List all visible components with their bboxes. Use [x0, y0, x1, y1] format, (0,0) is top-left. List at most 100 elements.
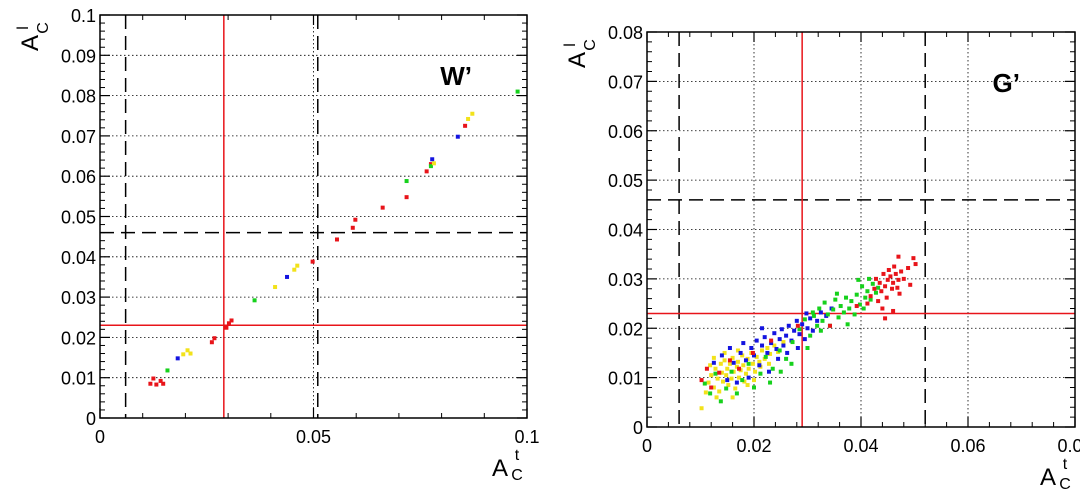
data-point: [720, 379, 725, 384]
data-point: [865, 289, 870, 294]
data-point: [891, 280, 896, 285]
data-point: [897, 291, 902, 296]
data-point: [831, 307, 836, 312]
panel-label: G’: [993, 68, 1020, 98]
data-point: [711, 385, 716, 390]
data-point: [310, 259, 315, 264]
x-tick-label: 0.04: [843, 436, 878, 456]
y-tick-label: 0.1: [71, 6, 96, 26]
data-point: [760, 348, 765, 353]
data-point: [899, 269, 904, 274]
data-point: [209, 340, 214, 345]
data-point: [334, 237, 339, 242]
data-point: [805, 346, 810, 350]
x-tick-label: 0.1: [514, 427, 539, 447]
data-point: [896, 277, 901, 282]
data-point: [772, 343, 777, 348]
data-point: [762, 335, 767, 340]
data-point: [252, 298, 257, 303]
data-point: [844, 295, 849, 300]
data-point: [818, 310, 823, 315]
data-point: [702, 381, 707, 386]
data-point: [431, 161, 436, 166]
data-point: [353, 217, 358, 222]
data-point: [161, 381, 166, 386]
data-series-3: [702, 276, 881, 404]
data-point: [810, 310, 815, 315]
data-point: [295, 263, 300, 268]
chart-panel-2: 0 0.02 0.04 0.06 0.08 0 0.01 0.02 0.03 0.04 0.05 0.…: [562, 23, 1080, 490]
data-point: [770, 366, 775, 371]
data-point: [760, 343, 765, 348]
y-tick-label: 0.05: [61, 208, 96, 228]
data-point: [777, 337, 782, 342]
y-axis-title-sub: C: [582, 39, 599, 51]
data-point: [731, 360, 736, 365]
y-tick-label: 0: [86, 409, 96, 429]
data-point: [734, 364, 739, 369]
data-point: [856, 277, 861, 282]
data-point: [822, 300, 827, 305]
y-tick-label: 0.03: [61, 288, 96, 308]
data-point: [725, 366, 730, 371]
data-point: [729, 376, 734, 381]
data-point: [727, 361, 732, 366]
data-point: [857, 302, 862, 307]
data-point: [895, 285, 900, 290]
data-point: [880, 306, 885, 311]
y-tick-label: 0.09: [61, 46, 96, 66]
plot-frame: [99, 14, 528, 419]
data-point: [868, 297, 873, 302]
data-point: [795, 346, 800, 350]
data-point: [808, 316, 813, 321]
y-tick-label: 0.08: [61, 87, 96, 107]
data-point: [795, 323, 800, 328]
data-point: [711, 360, 716, 365]
data-point: [730, 395, 735, 400]
data-point: [158, 378, 163, 383]
data-point: [784, 356, 789, 361]
x-tick-label: 0: [95, 427, 105, 447]
x-tick-label: 0.06: [950, 436, 985, 456]
y-axis-title: Al C: [15, 22, 52, 51]
data-point: [892, 264, 897, 269]
data-point: [737, 375, 742, 380]
data-point: [815, 323, 820, 328]
data-point: [754, 338, 759, 343]
data-point: [743, 358, 748, 363]
y-tick-label: 0.08: [608, 23, 643, 43]
data-point: [404, 195, 409, 200]
data-point: [730, 355, 735, 360]
data-series-4: [699, 254, 918, 390]
data-point: [722, 350, 727, 355]
data-point: [148, 381, 153, 386]
data-point: [470, 111, 475, 116]
data-point: [766, 369, 771, 374]
data-point: [838, 304, 843, 309]
y-tick-label: 0.07: [61, 127, 96, 147]
data-point: [738, 350, 743, 355]
y-tick-label: 0.06: [608, 122, 643, 142]
data-point: [881, 271, 886, 276]
data-point: [841, 310, 846, 315]
data-point: [772, 331, 777, 336]
data-point: [175, 356, 180, 361]
data-series-4: [181, 111, 475, 357]
data-point: [890, 286, 895, 291]
data-point: [883, 284, 888, 289]
data-point: [908, 282, 913, 287]
data-point: [708, 391, 713, 396]
data-point: [811, 313, 816, 318]
x-tick-label: 0.08: [1057, 436, 1080, 456]
data-point: [713, 371, 718, 376]
data-point: [847, 306, 852, 311]
data-point: [740, 378, 745, 383]
data-point: [745, 383, 750, 388]
data-point: [733, 386, 738, 391]
data-point: [735, 359, 740, 364]
data-point: [699, 378, 704, 383]
y-tick-label: 0.04: [61, 248, 96, 268]
data-point: [870, 281, 875, 286]
data-point: [285, 274, 290, 279]
data-point: [854, 292, 859, 297]
